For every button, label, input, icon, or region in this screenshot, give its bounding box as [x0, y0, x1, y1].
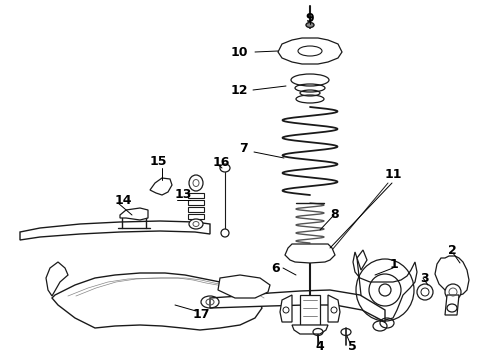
- Text: 14: 14: [115, 194, 132, 207]
- Polygon shape: [280, 295, 292, 322]
- Polygon shape: [300, 295, 320, 325]
- Text: 3: 3: [420, 271, 429, 284]
- Polygon shape: [188, 214, 204, 219]
- Polygon shape: [188, 200, 204, 205]
- Polygon shape: [52, 273, 262, 330]
- Polygon shape: [445, 295, 459, 315]
- Polygon shape: [278, 38, 342, 64]
- Text: 17: 17: [193, 308, 211, 321]
- Polygon shape: [120, 208, 148, 220]
- Text: 7: 7: [239, 141, 248, 154]
- Polygon shape: [188, 207, 204, 212]
- Text: 4: 4: [316, 340, 324, 353]
- Text: 2: 2: [448, 243, 457, 256]
- Text: 12: 12: [230, 84, 248, 96]
- Polygon shape: [46, 262, 68, 296]
- Polygon shape: [218, 275, 270, 298]
- Polygon shape: [435, 256, 469, 296]
- Polygon shape: [328, 295, 340, 322]
- Text: 5: 5: [348, 340, 357, 353]
- Ellipse shape: [189, 219, 203, 229]
- Polygon shape: [188, 193, 204, 198]
- Polygon shape: [20, 221, 210, 240]
- Ellipse shape: [445, 284, 461, 300]
- Ellipse shape: [417, 284, 433, 300]
- Ellipse shape: [189, 175, 203, 191]
- Polygon shape: [210, 290, 385, 322]
- Polygon shape: [357, 250, 367, 270]
- Text: 8: 8: [330, 208, 339, 221]
- Ellipse shape: [221, 229, 229, 237]
- Polygon shape: [353, 252, 417, 320]
- Polygon shape: [292, 325, 328, 334]
- Text: 16: 16: [213, 156, 230, 168]
- Text: 1: 1: [390, 258, 399, 271]
- Text: 15: 15: [149, 155, 167, 168]
- Text: 9: 9: [306, 12, 314, 25]
- Ellipse shape: [220, 164, 230, 172]
- Ellipse shape: [306, 22, 314, 27]
- Text: 10: 10: [230, 45, 248, 58]
- Text: 6: 6: [271, 261, 280, 274]
- Polygon shape: [150, 178, 172, 195]
- Text: 13: 13: [175, 189, 193, 202]
- Text: 11: 11: [385, 168, 402, 181]
- Polygon shape: [285, 244, 335, 263]
